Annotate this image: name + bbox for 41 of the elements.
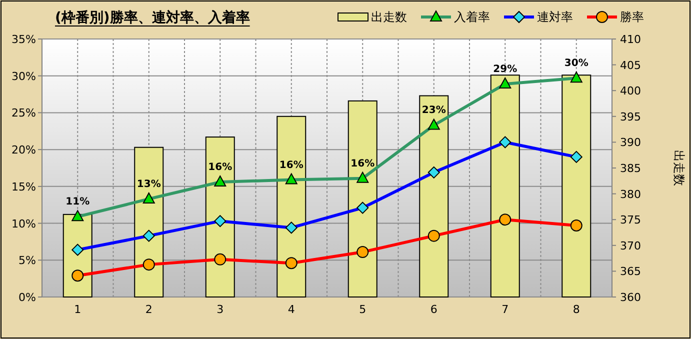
x-tick-label: 6 (430, 303, 438, 316)
chart-title: (枠番別)勝率、連対率、入着率 (55, 9, 250, 26)
y-tick-label: 20% (12, 144, 36, 157)
data-label: 16% (350, 158, 375, 170)
y2-tick-label: 395 (620, 110, 641, 124)
x-tick-label: 8 (572, 303, 580, 316)
y2-tick-label: 385 (620, 162, 641, 175)
x-tick-label: 5 (359, 303, 366, 316)
x-tick-label: 7 (502, 303, 509, 316)
legend-label: 勝率 (620, 10, 644, 24)
y2-axis-title: 出走数 (672, 150, 686, 186)
data-label: 29% (493, 64, 518, 75)
data-label: 11% (66, 196, 90, 208)
data-label: 16% (208, 162, 232, 174)
y2-tick-label: 380 (620, 188, 641, 201)
data-label: 13% (136, 178, 161, 190)
y-tick-label: 35% (12, 33, 36, 46)
y2-tick-label: 360 (620, 291, 641, 304)
x-tick-label: 2 (145, 303, 152, 316)
y2-tick-label: 370 (620, 239, 641, 252)
data-label: 23% (422, 105, 446, 116)
y-tick-label: 25% (12, 106, 36, 120)
data-label: 16% (279, 160, 304, 171)
x-tick-label: 3 (216, 303, 224, 316)
x-tick-label: 4 (288, 303, 295, 316)
y2-tick-label: 400 (620, 84, 641, 98)
y-tick-label: 30% (12, 70, 36, 83)
y-tick-label: 0% (18, 291, 36, 304)
y2-tick-label: 375 (620, 214, 641, 227)
y-tick-label: 15% (12, 180, 36, 194)
y-tick-label: 5% (18, 254, 36, 268)
legend-label: 入着率 (454, 10, 490, 24)
legend-label: 出走数 (371, 10, 407, 24)
y2-tick-label: 405 (620, 58, 641, 72)
x-tick-label: 1 (74, 303, 82, 316)
y-tick-label: 10% (12, 217, 36, 230)
y2-tick-label: 410 (620, 33, 641, 46)
y2-tick-label: 390 (620, 136, 641, 150)
data-label: 30% (564, 58, 588, 70)
legend-label: 連対率 (537, 10, 573, 24)
y2-tick-label: 365 (620, 265, 641, 278)
